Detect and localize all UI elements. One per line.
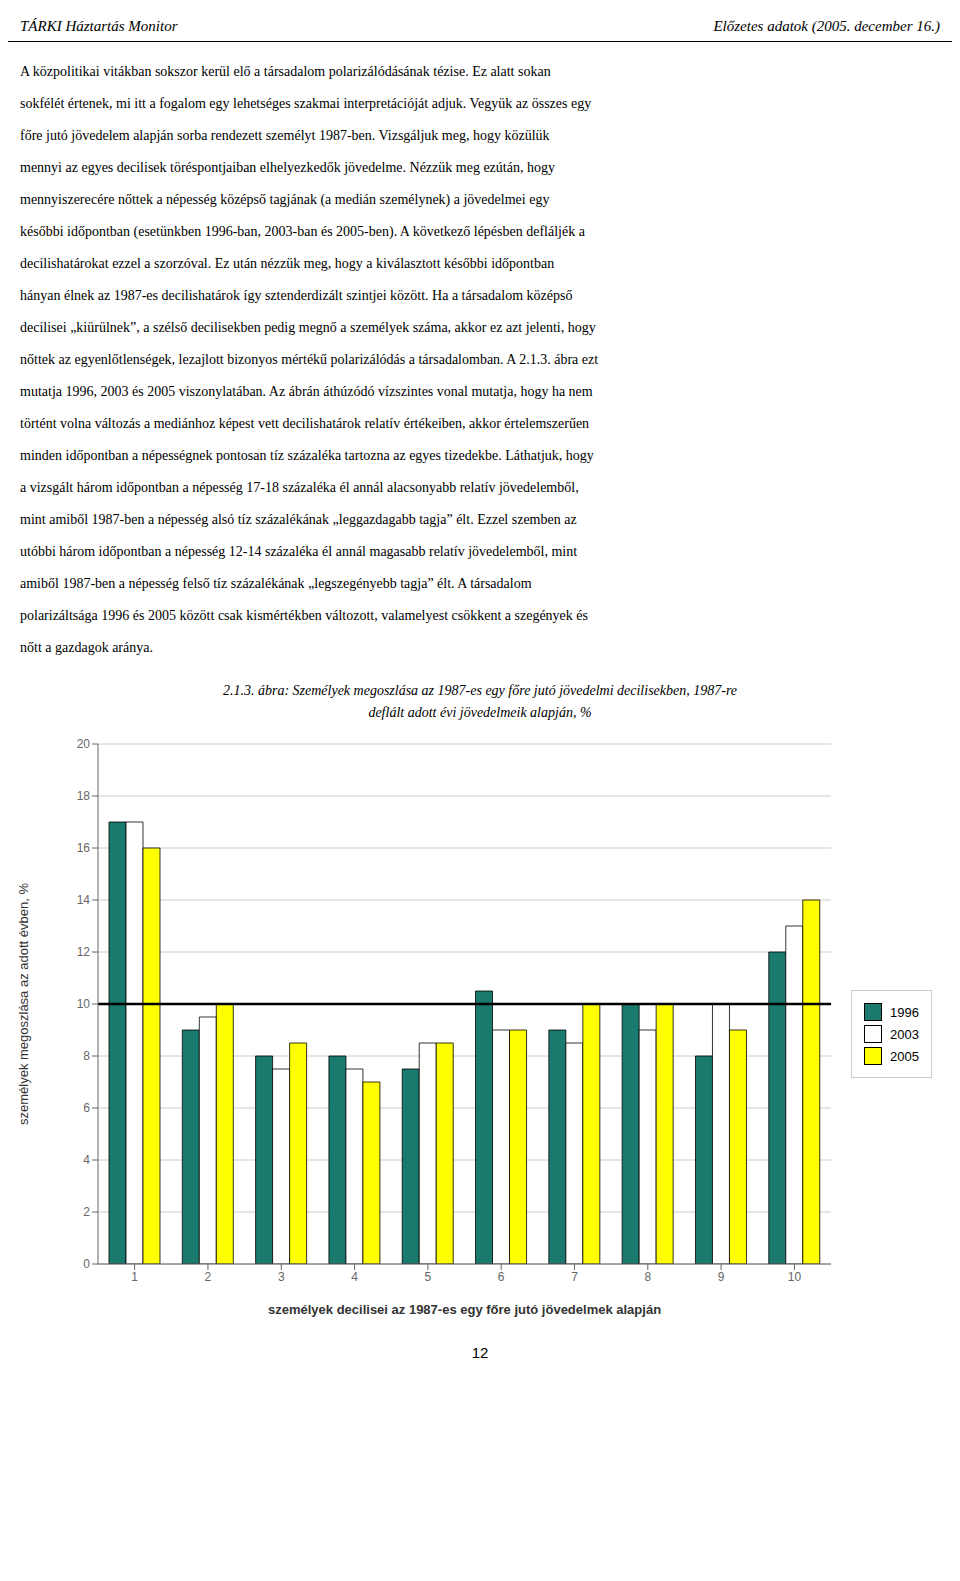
svg-text:16: 16 <box>77 841 91 855</box>
html-text:utóbbi három időpontban a népe: utóbbi három időpontban a népesség 12-14… <box>20 544 578 559</box>
svg-text:1: 1 <box>131 1270 138 1284</box>
svg-text:személyek megoszlása az adott: személyek megoszlása az adott évben, % <box>16 883 31 1126</box>
svg-text:8: 8 <box>83 1049 90 1063</box>
svg-text:14: 14 <box>77 893 91 907</box>
html-text:hányan élnek az 1987-es decili: hányan élnek az 1987-es decilishatárok í… <box>20 288 573 303</box>
svg-text:2: 2 <box>83 1205 90 1219</box>
html-text:decilisei „kiürülnek”, a széls: decilisei „kiürülnek”, a szélső decilise… <box>20 320 596 335</box>
svg-text:10: 10 <box>77 997 91 1011</box>
html-text:a vizsgált három időpontban a: a vizsgált három időpontban a népesség 1… <box>20 480 579 495</box>
html-text:A közpolitikai vitákban sokszo: A közpolitikai vitákban sokszor kerül el… <box>20 64 551 79</box>
svg-text:személyek decilisei az 1987-es: személyek decilisei az 1987-es egy főre … <box>268 1302 661 1317</box>
html-text:minden időpontban a népességne: minden időpontban a népességnek pontosan… <box>20 448 594 463</box>
html-text:2003: 2003 <box>890 1026 919 1042</box>
html-text:TÁRKI Háztartás Monitor: TÁRKI Háztartás Monitor <box>20 18 178 34</box>
html-text:decilishatárokat ezzel a szorz: decilishatárokat ezzel a szorzóval. Ez u… <box>20 256 555 271</box>
html-text:mutatja 1996, 2003 és 2005 vis: mutatja 1996, 2003 és 2005 viszonylatába… <box>20 384 593 399</box>
svg-text:18: 18 <box>77 789 91 803</box>
svg-text:6: 6 <box>83 1101 90 1115</box>
html-text:mennyi az egyes decilisek töré: mennyi az egyes decilisek töréspontjaiba… <box>20 160 555 175</box>
svg-text:6: 6 <box>498 1270 505 1284</box>
html-text:sokfélét értenek, mi itt a fog: sokfélét értenek, mi itt a fogalom egy l… <box>20 96 592 111</box>
svg-text:7: 7 <box>571 1270 578 1284</box>
svg-text:8: 8 <box>644 1270 651 1284</box>
html-text:12: 12 <box>471 1344 489 1361</box>
svg-text:9: 9 <box>718 1270 725 1284</box>
html-text:történt volna változás a mediá: történt volna változás a mediánhoz képes… <box>20 416 590 431</box>
html-text:1996: 1996 <box>890 1004 919 1020</box>
html-text:Előzetes adatok (2005. decembe: Előzetes adatok (2005. december 16.) <box>713 18 940 34</box>
html-text:mint amiből 1987-ben a népessé: mint amiből 1987-ben a népesség alsó tíz… <box>20 512 577 527</box>
svg-text:5: 5 <box>425 1270 432 1284</box>
html-text:nőtt a gazdagok aránya.: nőtt a gazdagok aránya. <box>20 640 153 655</box>
svg-text:10: 10 <box>788 1270 802 1284</box>
html-text:polarizáltsága 1996 és 2005 kö: polarizáltsága 1996 és 2005 között csak … <box>20 608 588 623</box>
html-text:mennyiszerесére nőttek a népes: mennyiszerесére nőttek a népesség középs… <box>20 192 550 207</box>
svg-text:20: 20 <box>77 737 91 751</box>
svg-text:0: 0 <box>83 1257 90 1271</box>
svg-text:3: 3 <box>278 1270 285 1284</box>
html-text:későbbi időpontban (esetünkben: későbbi időpontban (esetünkben 1996-ban,… <box>20 224 585 239</box>
html-text:nőttek az egyenlőtlenségek, le: nőttek az egyenlőtlenségek, lezajlott bi… <box>20 352 599 367</box>
svg-text:2: 2 <box>205 1270 212 1284</box>
html-text:2.1.3. ábra: Személyek megoszl: 2.1.3. ábra: Személyek megoszlása az 198… <box>222 683 738 698</box>
html-text:2005: 2005 <box>890 1048 919 1064</box>
html-text:főre jutó jövedelem alapján so: főre jutó jövedelem alapján sorba rendez… <box>20 128 550 143</box>
svg-text:4: 4 <box>351 1270 358 1284</box>
html-text:deflált adott évi jövedelmeik: deflált adott évi jövedelmeik alapján, % <box>368 705 592 720</box>
html-text:amiből 1987-ben a népesség fel: amiből 1987-ben a népesség felső tíz szá… <box>20 576 532 591</box>
svg-text:12: 12 <box>77 945 91 959</box>
svg-text:4: 4 <box>83 1153 90 1167</box>
